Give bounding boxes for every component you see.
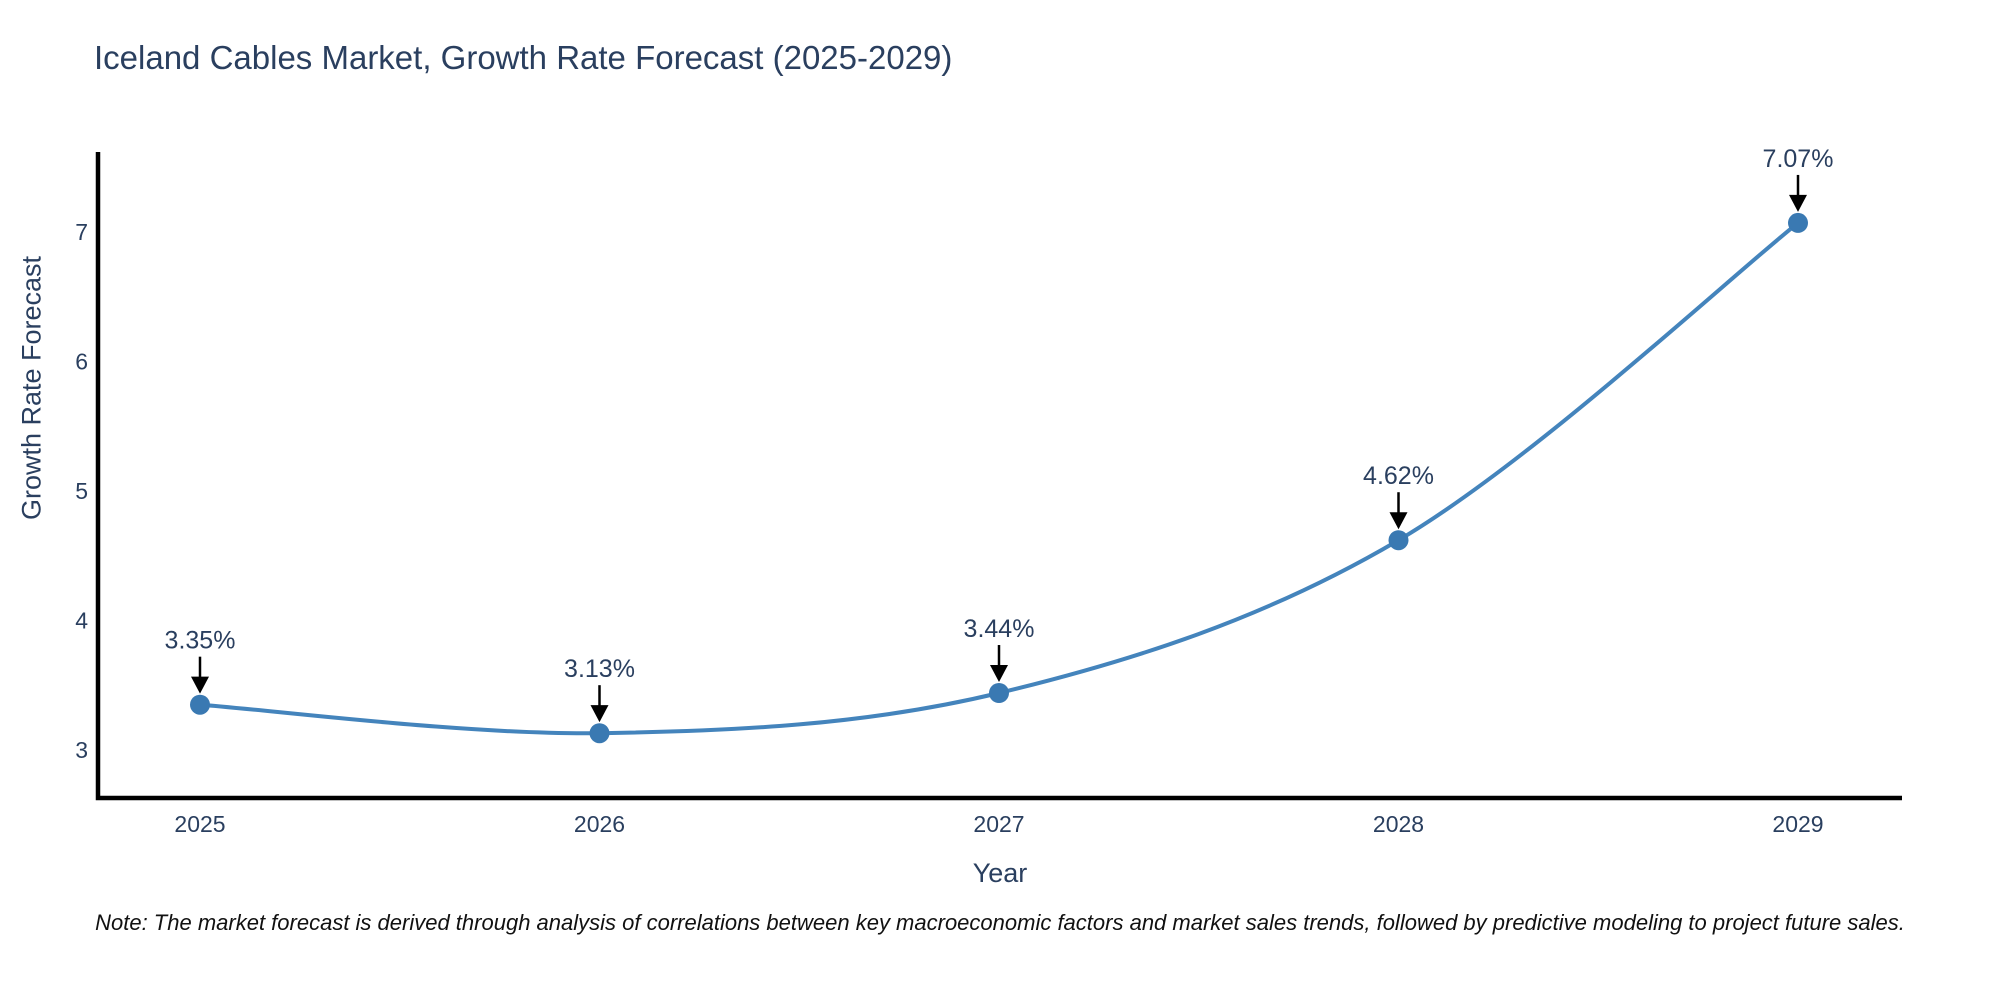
y-tick-label: 6: [75, 349, 88, 375]
y-axis-title: Growth Rate Forecast: [16, 255, 47, 521]
y-tick-label: 3: [75, 737, 88, 763]
x-axis-title: Year: [972, 858, 1028, 888]
chart-title: Iceland Cables Market, Growth Rate Forec…: [94, 39, 953, 76]
footnote: Note: The market forecast is derived thr…: [95, 910, 1905, 935]
data-point-marker: [190, 694, 210, 715]
x-tick-label: 2026: [574, 811, 625, 837]
x-tick-label: 2028: [1373, 811, 1424, 837]
y-tick-label: 5: [75, 478, 88, 504]
data-point-marker: [589, 723, 610, 744]
annotation-arrow-head: [590, 705, 609, 723]
data-point-label: 7.07%: [1763, 145, 1834, 173]
annotation-arrow-head: [1389, 512, 1408, 530]
annotation-arrow-head: [191, 676, 209, 694]
y-tick-label: 7: [75, 219, 88, 245]
data-point-marker: [989, 683, 1009, 703]
data-point-label: 3.44%: [964, 615, 1035, 643]
data-point-marker: [1788, 212, 1808, 233]
data-point-label: 3.35%: [165, 627, 236, 655]
x-tick-label: 2027: [973, 811, 1024, 837]
x-tick-label: 2029: [1772, 811, 1823, 837]
y-tick-label: 4: [75, 608, 88, 634]
axis-spines: [95, 152, 1902, 801]
data-point-label: 3.13%: [564, 655, 635, 683]
data-point-marker: [1388, 530, 1409, 551]
data-point-label: 4.62%: [1363, 462, 1434, 490]
annotation-arrow-head: [990, 665, 1008, 683]
x-tick-label: 2025: [174, 811, 225, 837]
annotation-arrow-head: [1789, 194, 1807, 212]
